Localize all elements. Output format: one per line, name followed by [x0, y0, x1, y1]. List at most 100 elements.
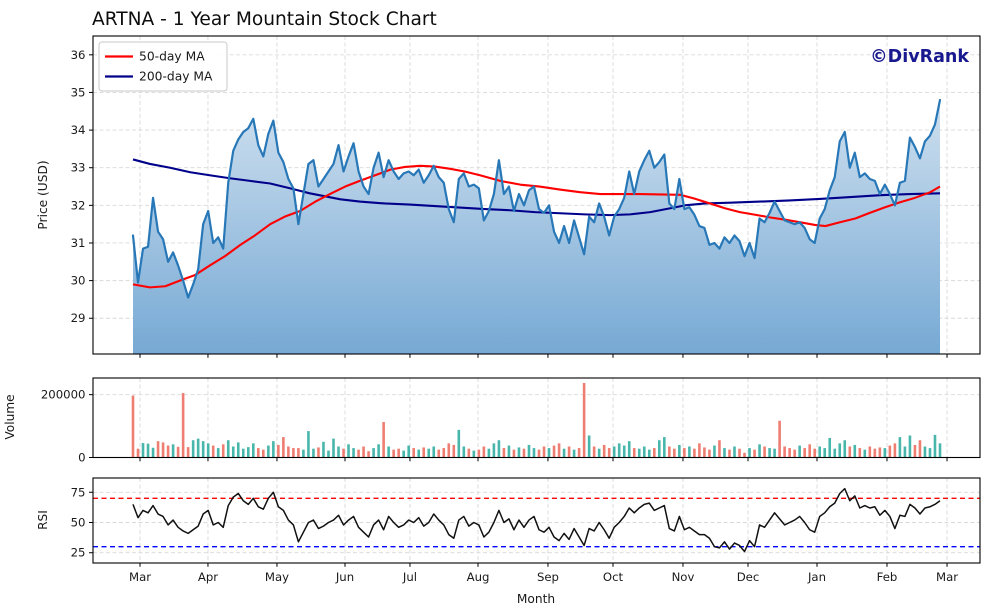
y-tick-label: 30	[71, 274, 86, 288]
volume-bar	[627, 441, 631, 458]
month-tick-label: Jun	[335, 570, 354, 584]
volume-bar	[748, 448, 751, 458]
volume-bar	[432, 446, 436, 458]
volume-bar	[878, 447, 882, 458]
volume-bar	[908, 435, 912, 458]
y-tick-label: 33	[71, 161, 86, 175]
volume-bar	[663, 437, 666, 458]
volume-bar	[246, 447, 250, 458]
month-tick-label: May	[265, 570, 289, 584]
volume-bar	[602, 444, 606, 458]
volume-bar	[392, 449, 395, 458]
volume-bar	[462, 446, 466, 458]
y-tick-label: 200000	[41, 388, 86, 402]
legend-ma200-label: 200-day MA	[139, 70, 213, 84]
y-tick-label: 32	[71, 198, 86, 212]
volume-bar	[287, 446, 290, 458]
month-tick-label: Sep	[537, 570, 559, 584]
volume-bar	[582, 383, 586, 458]
y-tick-label: 25	[71, 546, 86, 560]
volume-bar	[502, 448, 506, 458]
volume-bar	[357, 449, 360, 458]
volume-bar	[888, 445, 892, 458]
volume-bar	[647, 449, 651, 458]
volume-bar	[196, 438, 200, 458]
price-panel-border	[92, 35, 981, 355]
volume-bar	[292, 448, 295, 458]
volume-bar	[693, 448, 696, 458]
y-tick-label: 34	[71, 123, 86, 137]
volume-bar	[522, 448, 526, 458]
volume-bar	[487, 448, 491, 458]
month-tick-label: Dec	[737, 570, 760, 584]
rsi-y-axis-label: RSI	[36, 510, 50, 530]
volume-bar	[252, 443, 255, 458]
volume-bar	[397, 448, 400, 458]
volume-bar	[282, 437, 285, 458]
volume-bar	[557, 443, 561, 458]
legend-box	[98, 41, 228, 92]
volume-bar	[683, 448, 686, 458]
volume-bar	[236, 442, 240, 458]
volume-bar	[442, 448, 446, 458]
volume-bar	[452, 444, 456, 458]
volume-bar	[537, 449, 541, 458]
volume-bar	[868, 446, 872, 458]
volume-bar	[733, 446, 736, 458]
month-tick-label: Jan	[807, 570, 826, 584]
volume-bar	[798, 445, 801, 458]
volume-bar	[708, 449, 711, 458]
volume-bar	[678, 444, 681, 458]
volume-bar	[387, 446, 390, 458]
volume-bar	[427, 448, 431, 458]
volume-bar	[267, 445, 270, 458]
volume-bar	[763, 446, 766, 458]
volume-bar	[833, 448, 837, 458]
volume-bar	[156, 441, 160, 458]
volume-bar	[642, 446, 646, 458]
volume-bar	[417, 449, 421, 458]
volume-bar	[367, 451, 370, 458]
volume-bar	[703, 447, 706, 458]
volume-bar	[668, 446, 671, 458]
volume-bar	[332, 438, 335, 458]
volume-bar	[422, 447, 426, 458]
volume-bar	[823, 448, 827, 458]
volume-bar	[467, 448, 471, 458]
month-tick-label: Oct	[603, 570, 624, 584]
volume-bar	[743, 452, 746, 458]
volume-bar	[277, 444, 280, 458]
volume-bar	[302, 449, 305, 458]
volume-bar	[176, 446, 180, 458]
volume-bar	[788, 448, 791, 458]
volume-bar	[652, 448, 656, 458]
volume-bar	[131, 395, 135, 458]
volume-bar	[718, 440, 721, 458]
volume-bar	[322, 441, 325, 458]
volume-bar	[783, 446, 786, 458]
volume-bar	[873, 448, 877, 458]
volume-bar	[492, 443, 496, 458]
volume-bar	[527, 444, 531, 458]
volume-bar	[186, 447, 190, 458]
volume-bar	[171, 444, 175, 458]
legend-ma50-label: 50-day MA	[139, 50, 205, 64]
volume-bar	[457, 429, 461, 458]
volume-bar	[572, 449, 576, 458]
rsi-line	[132, 487, 941, 553]
month-tick-label: Apr	[198, 570, 218, 584]
volume-bar	[808, 444, 811, 458]
volume-bar	[913, 444, 917, 458]
volume-bar	[918, 440, 922, 458]
volume-bar	[507, 445, 511, 458]
volume-bar	[337, 446, 340, 458]
volume-bar	[858, 448, 862, 458]
volume-bar	[547, 448, 551, 458]
volume-bar	[753, 449, 756, 458]
volume-bar	[447, 443, 451, 458]
legend: 50-day MA 200-day MA	[98, 41, 228, 92]
volume-bar	[758, 444, 761, 458]
volume-bar	[327, 450, 330, 458]
volume-bar	[262, 449, 265, 458]
volume-bar	[597, 448, 601, 458]
